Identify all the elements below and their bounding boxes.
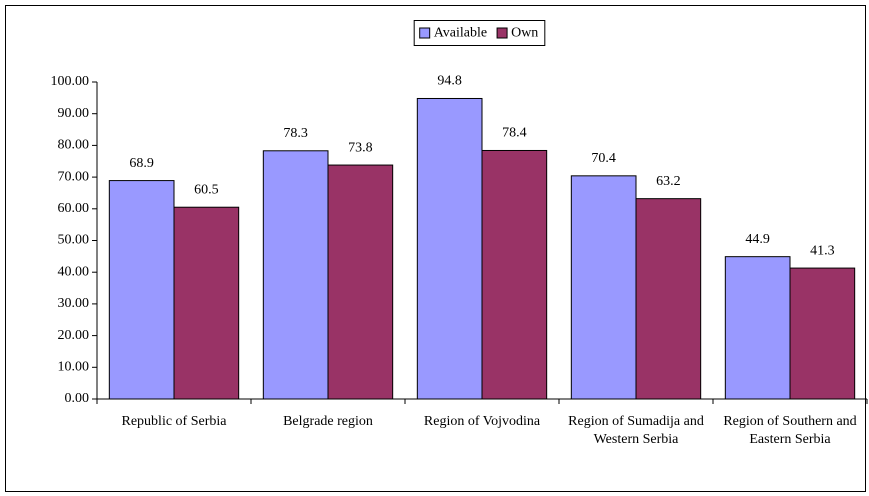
y-tick-label: 90.00 — [58, 106, 90, 121]
y-tick-label: 70.00 — [58, 169, 90, 184]
data-label: 70.4 — [591, 151, 616, 166]
legend-label: Available — [434, 26, 487, 41]
data-label: 73.8 — [348, 140, 373, 155]
y-tick-label: 20.00 — [58, 328, 90, 343]
data-label: 68.9 — [129, 156, 154, 171]
y-tick-label: 100.00 — [51, 74, 90, 89]
bar — [789, 267, 856, 400]
data-label: 78.3 — [283, 126, 308, 141]
bar — [262, 150, 329, 400]
data-label: 60.5 — [194, 182, 219, 197]
bar — [724, 256, 791, 400]
y-tick-label: 80.00 — [58, 138, 90, 153]
legend-swatch — [496, 27, 508, 39]
bar — [481, 149, 548, 400]
x-tick-label: Region of Vojvodina — [423, 414, 541, 429]
data-label: 78.4 — [502, 126, 527, 141]
y-tick-label: 40.00 — [58, 264, 90, 279]
chart-border — [5, 5, 866, 492]
bar — [108, 180, 175, 400]
y-tick-label: 0.00 — [65, 391, 90, 406]
bar — [327, 164, 394, 400]
x-tick-label: Belgrade region — [283, 414, 373, 429]
bar — [570, 175, 637, 400]
data-label: 41.3 — [810, 243, 835, 258]
data-label: 63.2 — [656, 174, 681, 189]
legend-swatch — [419, 27, 431, 39]
x-tick-label: Republic of Serbia — [121, 414, 227, 429]
x-tick-label: Region of Sumadija and Western Serbia — [568, 414, 704, 447]
y-tick-label: 60.00 — [58, 201, 90, 216]
data-label: 44.9 — [745, 232, 770, 247]
y-tick-label: 30.00 — [58, 296, 90, 311]
legend-box — [413, 20, 546, 46]
bar — [416, 97, 483, 400]
x-tick-label: Region of Southern and Eastern Serbia — [723, 414, 857, 447]
bar — [635, 198, 702, 400]
legend-label: Own — [511, 26, 538, 41]
y-tick-label: 50.00 — [58, 233, 90, 248]
y-tick-label: 10.00 — [58, 360, 90, 375]
bar — [173, 206, 240, 400]
data-label: 94.8 — [437, 74, 462, 89]
